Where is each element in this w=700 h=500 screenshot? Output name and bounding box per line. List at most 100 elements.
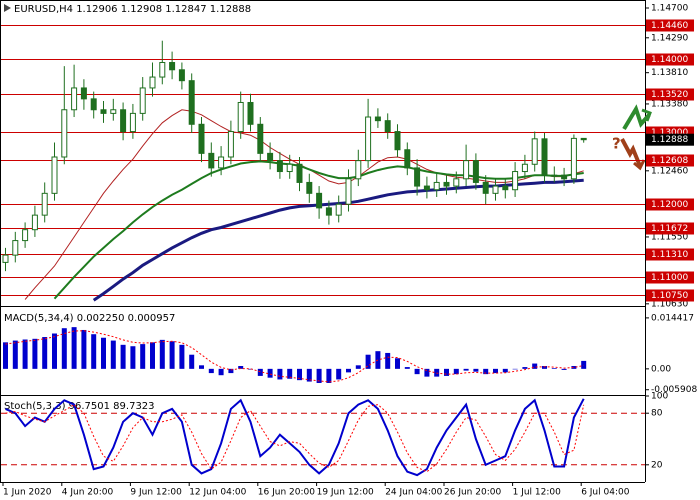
candle-body: [149, 76, 156, 89]
candle-body: [237, 101, 244, 133]
candle-body: [414, 167, 421, 187]
macd-bar: [444, 368, 449, 376]
candle-body: [120, 109, 127, 133]
macd-bar: [257, 368, 263, 376]
x-tick-label: 1 Jul 12:00: [513, 488, 562, 498]
macd-bar: [22, 339, 28, 369]
candle-body: [198, 123, 205, 154]
candle-body: [453, 178, 460, 187]
macd-bar: [130, 346, 136, 369]
candle-body: [502, 185, 509, 191]
candle-body: [443, 181, 450, 187]
candle-body: [178, 69, 185, 82]
macd-bar: [571, 366, 577, 369]
symbol-icon: [4, 4, 11, 12]
macd-bar: [3, 342, 8, 369]
macd-title: MACD(5,34,4) 0.002250 0.000957: [4, 313, 175, 324]
candle-body: [345, 178, 352, 205]
y-tick-label: 0.014417: [651, 313, 694, 323]
level-label-box: [646, 154, 694, 167]
macd-bar: [277, 368, 283, 380]
candle-body: [100, 109, 107, 114]
macd-bar: [385, 352, 391, 369]
level-label-box: [646, 248, 694, 261]
candle-body: [580, 137, 587, 141]
candle-body: [218, 156, 225, 169]
macd-bar: [159, 339, 165, 369]
macd-bar: [32, 338, 38, 369]
macd-bar: [81, 329, 87, 369]
x-tick-label: 9 Jun 12:00: [130, 488, 182, 498]
level-label: 1.11000: [651, 273, 688, 283]
candle-body: [404, 149, 411, 169]
candle-body: [110, 109, 117, 114]
y-tick-label: 20: [651, 460, 663, 470]
candle-body: [394, 131, 401, 151]
macd-bar: [199, 365, 204, 369]
candle-body: [551, 174, 558, 177]
macd-bar: [316, 368, 322, 383]
macd-bar: [522, 367, 528, 369]
macd-bar: [91, 334, 97, 369]
candle-body: [561, 174, 568, 180]
macd-bar: [551, 368, 557, 369]
macd-bar: [248, 368, 253, 370]
macd-bar: [463, 368, 469, 371]
candle-body: [71, 87, 78, 111]
candle-body: [41, 192, 48, 216]
macd-bar: [169, 341, 175, 369]
macd-bar: [395, 358, 400, 369]
candle-body: [492, 185, 499, 194]
x-tick-label: 12 Jun 04:00: [189, 488, 246, 498]
level-label: 1.10750: [651, 291, 688, 301]
candle-body: [188, 80, 195, 125]
candle-body: [257, 123, 264, 154]
macd-bar: [483, 368, 489, 375]
x-tick-label: 24 Jun 04:00: [385, 488, 442, 498]
y-tick-label: 80: [651, 409, 663, 419]
level-label: 1.13000: [651, 128, 688, 138]
candle-body: [482, 181, 489, 194]
candle-body: [512, 171, 519, 191]
up-arrow-head: [641, 108, 652, 122]
indicator-line: [5, 330, 584, 383]
chart-title: EURUSD,H4 1.12906 1.12908 1.12847 1.1288…: [14, 4, 251, 15]
candle-body: [570, 137, 577, 180]
level-label-box: [646, 19, 694, 32]
level-label: 1.14000: [651, 55, 688, 65]
macd-bar: [355, 365, 361, 369]
candle-body: [227, 131, 234, 158]
macd-bar: [424, 368, 430, 377]
level-label: 1.12000: [651, 200, 688, 210]
macd-bar: [238, 366, 244, 369]
current-price-box: [646, 133, 694, 146]
macd-bar: [189, 354, 195, 369]
level-label-box: [646, 198, 694, 211]
macd-bar: [306, 368, 312, 382]
macd-bar: [101, 337, 106, 369]
macd-bar: [326, 368, 332, 383]
candle-body: [384, 120, 391, 133]
macd-bar: [12, 340, 18, 369]
candle-body: [335, 203, 342, 216]
level-label: 1.12608: [651, 156, 688, 166]
candle-body: [22, 229, 29, 242]
y-tick-label: 1.14700: [651, 3, 688, 13]
x-tick-label: 4 Jun 20:00: [62, 488, 114, 498]
down-arrow-head: [633, 159, 646, 171]
candle-body: [129, 112, 136, 133]
macd-bar: [473, 368, 479, 372]
macd-bar: [287, 368, 293, 379]
indicator-line: [5, 398, 585, 477]
candle-body: [51, 156, 58, 194]
macd-bar: [512, 368, 518, 370]
candle-body: [139, 87, 146, 114]
y-tick-label: 1.12460: [651, 166, 688, 176]
macd-bar: [365, 354, 371, 369]
macd-bar: [493, 368, 498, 374]
current-price: 1.12888: [651, 135, 688, 145]
candle-body: [12, 240, 19, 256]
macd-bar: [179, 344, 185, 369]
level-label-box: [646, 222, 694, 235]
